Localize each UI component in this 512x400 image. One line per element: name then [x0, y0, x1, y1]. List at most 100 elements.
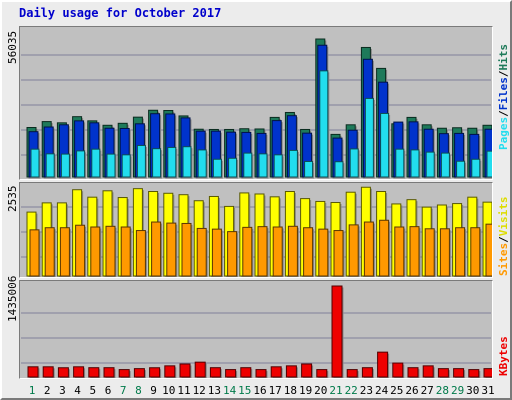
- sites-bar: [181, 222, 193, 277]
- pages-bar: [380, 112, 391, 179]
- sites-bar: [59, 227, 71, 277]
- kbytes-panel: [19, 280, 493, 379]
- sites-bar: [257, 226, 269, 277]
- kbytes-bar: [437, 368, 450, 378]
- kbytes-bar: [392, 362, 405, 378]
- pages-bar: [45, 153, 56, 179]
- day-tick-label: 5: [89, 384, 97, 397]
- legend-visits: Visits: [497, 196, 510, 237]
- kbytes-bar: [164, 365, 177, 378]
- kbytes-bar: [225, 369, 238, 378]
- kbytes-bar: [285, 365, 298, 378]
- kbytes-bar: [422, 365, 435, 378]
- pages-bar: [60, 153, 71, 179]
- pages-bar: [304, 160, 315, 179]
- sites-bar: [227, 231, 239, 277]
- sites-bar: [29, 229, 41, 277]
- day-tick-label: 15: [238, 384, 252, 397]
- sites-bar: [287, 225, 299, 277]
- day-tick-label: 31: [481, 384, 495, 397]
- pages-bar: [319, 70, 330, 179]
- kbytes-bar: [270, 366, 283, 378]
- kbytes-bar: [179, 363, 192, 378]
- kbytes-bar: [346, 369, 359, 378]
- pages-bar: [136, 144, 147, 179]
- kbytes-bar: [118, 369, 131, 378]
- kbytes-bar: [301, 363, 314, 378]
- day-tick-label: 1: [28, 384, 36, 397]
- sites-bar: [196, 227, 208, 277]
- kbytes-bar: [103, 367, 116, 378]
- kbytes-bar: [88, 367, 101, 378]
- pages-bar: [456, 160, 467, 179]
- legend-hits: Hits: [497, 44, 510, 71]
- day-tick-label: 16: [253, 384, 267, 397]
- bot-max-label: 1435006: [6, 275, 19, 322]
- mid-max-label: 2535: [6, 185, 19, 213]
- day-tick-label: 29: [450, 384, 465, 397]
- pages-bar: [258, 153, 269, 179]
- day-tick-label: 3: [59, 384, 66, 397]
- day-tick-label: 25: [390, 384, 404, 397]
- kbytes-bar: [194, 361, 207, 378]
- day-tick-label: 14: [222, 384, 237, 397]
- day-tick-label: 18: [283, 384, 298, 397]
- sites-bar: [439, 228, 451, 277]
- kbytes-bar: [361, 367, 374, 378]
- sites-bar: [242, 226, 254, 277]
- pages-bar: [30, 148, 41, 179]
- legend-sites: Sites: [497, 242, 510, 276]
- day-tick-label: 22: [344, 384, 358, 397]
- day-tick-label: 9: [150, 384, 157, 397]
- day-tick-label: 11: [177, 384, 191, 397]
- day-tick-label: 4: [74, 384, 81, 397]
- sites-bar: [455, 227, 467, 277]
- day-tick-label: 28: [435, 384, 450, 397]
- day-tick-label: 6: [104, 384, 112, 397]
- day-tick-label: 23: [359, 384, 374, 397]
- pages-bar: [106, 153, 117, 179]
- sites-bar: [318, 228, 330, 277]
- sites-bar: [211, 228, 223, 277]
- pages-bar: [243, 152, 254, 179]
- top-max-label: 56035: [6, 30, 19, 64]
- sites-bar: [333, 230, 345, 277]
- pages-bar: [76, 150, 87, 179]
- bot-series-legend: KBytes: [497, 336, 510, 376]
- sites-bar: [424, 228, 436, 277]
- pages-bar: [152, 148, 163, 179]
- sites-bar: [135, 230, 147, 277]
- kbytes-bar: [73, 366, 86, 378]
- kbytes-bar: [316, 369, 329, 378]
- day-tick-label: 20: [314, 384, 328, 397]
- kbytes-bar: [407, 367, 420, 378]
- sites-bar: [470, 227, 482, 277]
- sites-bar: [120, 226, 132, 277]
- pages-bar: [410, 149, 421, 179]
- pages-bar: [167, 146, 178, 179]
- kbytes-bar: [149, 367, 162, 378]
- legend-separator: /: [497, 70, 510, 78]
- day-tick-label: 8: [135, 384, 142, 397]
- kbytes-bar: [453, 368, 466, 378]
- sites-bar: [151, 221, 163, 277]
- day-tick-label: 10: [162, 384, 176, 397]
- day-tick-label: 7: [119, 384, 127, 397]
- pages-bar: [471, 158, 482, 179]
- sites-bar: [485, 223, 492, 277]
- pages-bar: [486, 150, 492, 179]
- day-tick-label: 17: [268, 384, 282, 397]
- sites-bar: [44, 227, 56, 277]
- top-series-legend: Pages/Files/Hits: [497, 44, 510, 150]
- legend-files: Files: [497, 77, 510, 111]
- legend-separator: /: [497, 110, 510, 117]
- pages-bar: [182, 146, 193, 179]
- kbytes-bar: [57, 367, 70, 378]
- visits-sites-panel: [19, 182, 493, 278]
- kbytes-bar: [240, 367, 253, 378]
- kbytes-bar: [209, 367, 222, 378]
- kbytes-bar: [133, 368, 146, 378]
- day-axis: 1 2 3 4 5 6 7 8 9 10 11 12 13 14 15 16 17 18 19 20 21 22 23 24 2…: [19, 382, 495, 398]
- pages-bar: [121, 154, 132, 179]
